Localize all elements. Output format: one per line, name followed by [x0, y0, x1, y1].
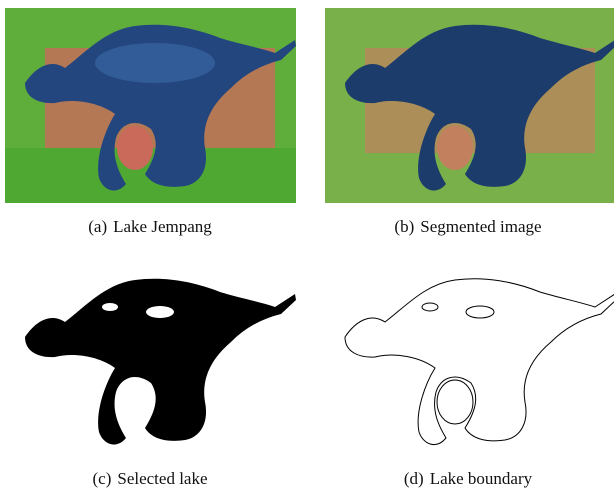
caption-text: Lake boundary — [430, 469, 532, 488]
segmented-image — [325, 8, 614, 203]
selected-lake-mask — [5, 262, 296, 454]
caption: (c) Selected lake — [0, 469, 300, 489]
caption-text: Lake Jempang — [113, 217, 212, 236]
caption-text: Segmented image — [420, 217, 541, 236]
caption-text: Selected lake — [117, 469, 207, 488]
caption-label: (d) — [404, 469, 424, 488]
satellite-image — [5, 8, 296, 203]
caption: (b) Segmented image — [318, 217, 614, 237]
caption-label: (b) — [394, 217, 414, 236]
lake-boundary — [325, 262, 614, 454]
figure: (a) Lake Jempang (b) Segmented image (c) Se… — [0, 0, 614, 494]
caption: (a) Lake Jempang — [0, 217, 300, 237]
caption-label: (c) — [92, 469, 111, 488]
caption: (d) Lake boundary — [318, 469, 614, 489]
caption-label: (a) — [88, 217, 107, 236]
